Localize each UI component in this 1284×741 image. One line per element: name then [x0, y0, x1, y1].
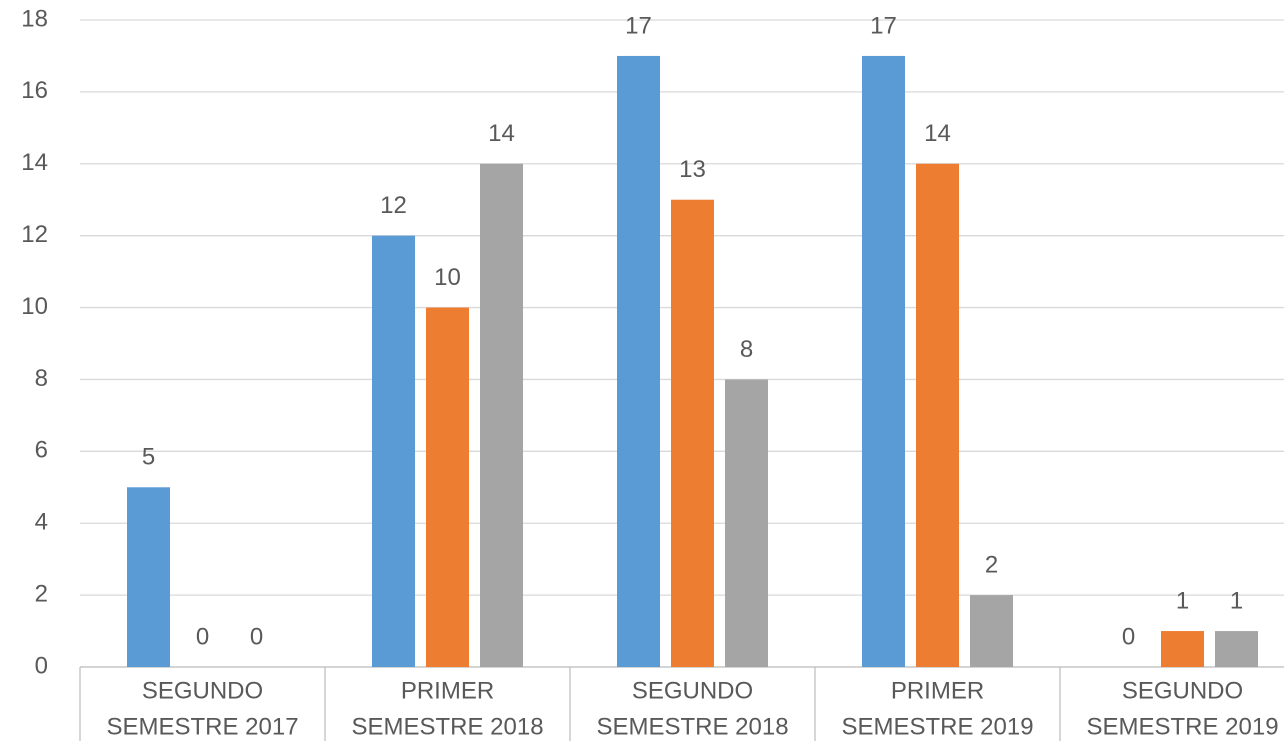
x-tick-label: SEMESTRE 2018	[596, 713, 788, 740]
x-tick-label: SEMESTRE 2017	[106, 713, 298, 740]
x-tick-label: SEMESTRE 2018	[351, 713, 543, 740]
bar	[1161, 631, 1204, 667]
x-tick-label: SEGUNDO	[1122, 677, 1243, 704]
y-tick-label: 0	[35, 652, 48, 679]
data-label: 14	[488, 120, 515, 147]
y-tick-label: 10	[21, 293, 48, 320]
data-label: 0	[1122, 623, 1135, 650]
bar	[617, 55, 660, 667]
data-label: 14	[924, 120, 951, 147]
data-label: 8	[740, 336, 753, 363]
y-tick-label: 4	[35, 509, 48, 536]
y-tick-label: 18	[21, 5, 48, 32]
bar	[671, 199, 714, 667]
x-tick-label: PRIMER	[401, 677, 494, 704]
x-tick-label: PRIMER	[891, 677, 984, 704]
x-tick-label: SEGUNDO	[632, 677, 753, 704]
data-label: 0	[196, 623, 209, 650]
bar	[862, 55, 905, 667]
bar	[1215, 631, 1258, 667]
y-tick-label: 16	[21, 77, 48, 104]
bar	[480, 163, 523, 667]
data-label: 12	[380, 192, 407, 219]
data-label: 1	[1176, 587, 1189, 614]
y-tick-label: 6	[35, 437, 48, 464]
bar	[916, 163, 959, 667]
y-tick-label: 2	[35, 580, 48, 607]
bar	[372, 235, 415, 667]
data-label: 0	[250, 623, 263, 650]
x-tick-label: SEMESTRE 2019	[841, 713, 1033, 740]
y-tick-label: 8	[35, 365, 48, 392]
data-label: 13	[679, 156, 706, 183]
bar	[127, 487, 170, 667]
x-tick-label: SEMESTRE 2019	[1086, 713, 1278, 740]
data-label: 10	[434, 264, 461, 291]
bar	[725, 379, 768, 667]
y-tick-label: 12	[21, 221, 48, 248]
bar	[970, 595, 1013, 667]
data-label: 5	[142, 444, 155, 471]
x-tick-label: SEGUNDO	[142, 677, 263, 704]
data-label: 1	[1230, 587, 1243, 614]
bar	[426, 307, 469, 667]
data-label: 17	[625, 12, 652, 39]
data-label: 2	[985, 551, 998, 578]
y-tick-label: 14	[21, 149, 48, 176]
data-label: 17	[870, 12, 897, 39]
